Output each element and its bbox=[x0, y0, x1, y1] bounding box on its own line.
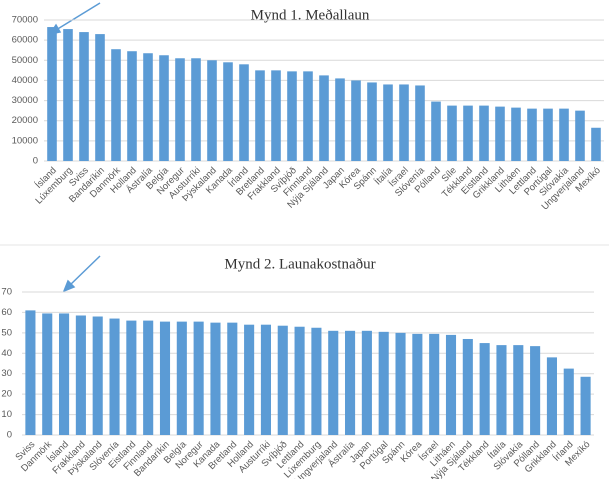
y-tick-label: 60 bbox=[1, 307, 12, 318]
bar bbox=[383, 84, 393, 161]
bar bbox=[176, 321, 187, 435]
arrow bbox=[48, 2, 101, 36]
bar bbox=[255, 70, 265, 161]
arrow bbox=[62, 255, 101, 293]
bar bbox=[580, 376, 591, 435]
bar bbox=[415, 85, 425, 161]
bar bbox=[445, 334, 457, 435]
bar bbox=[361, 330, 372, 435]
bar bbox=[277, 325, 288, 435]
bar bbox=[345, 330, 356, 435]
bar bbox=[479, 343, 490, 435]
bar bbox=[513, 345, 524, 435]
bar bbox=[559, 108, 569, 161]
bar bbox=[412, 333, 423, 435]
y-tick-label: 50000 bbox=[12, 55, 38, 66]
bar bbox=[210, 322, 221, 435]
bar bbox=[92, 316, 103, 435]
y-tick-label: 10000 bbox=[12, 135, 38, 146]
bar bbox=[159, 321, 171, 435]
y-tick-label: 70 bbox=[1, 287, 12, 298]
bar bbox=[395, 332, 406, 435]
y-tick-label: 10 bbox=[1, 409, 12, 420]
bar bbox=[227, 322, 238, 435]
bar bbox=[462, 338, 473, 435]
bar bbox=[546, 357, 557, 435]
bar bbox=[239, 64, 249, 161]
bar bbox=[294, 326, 305, 435]
bar bbox=[367, 82, 377, 161]
bar bbox=[207, 60, 217, 161]
y-tick-label: 30 bbox=[1, 368, 12, 379]
bar bbox=[127, 51, 137, 161]
bar bbox=[79, 32, 89, 162]
bar bbox=[109, 318, 120, 435]
y-tick-label: 20000 bbox=[12, 115, 38, 126]
bar bbox=[399, 84, 409, 161]
bar bbox=[543, 108, 553, 161]
bar bbox=[193, 321, 204, 435]
bar bbox=[496, 345, 507, 435]
bar bbox=[223, 62, 233, 161]
y-tick-label: 0 bbox=[33, 156, 38, 167]
bar bbox=[111, 49, 121, 162]
bar bbox=[527, 108, 537, 161]
bar bbox=[159, 55, 169, 161]
bar bbox=[260, 324, 271, 435]
bar bbox=[328, 330, 339, 435]
bar bbox=[351, 80, 361, 161]
bar bbox=[271, 70, 281, 161]
chart-title: Mynd 1. Meðallaun bbox=[251, 7, 370, 23]
bar bbox=[175, 58, 185, 162]
bar bbox=[335, 78, 345, 161]
y-tick-label: 50 bbox=[1, 327, 12, 338]
y-tick-label: 30000 bbox=[12, 95, 38, 106]
bar bbox=[143, 320, 154, 435]
bar bbox=[447, 105, 457, 161]
bar bbox=[287, 71, 297, 161]
bar bbox=[25, 310, 36, 435]
bar bbox=[244, 324, 255, 435]
bar bbox=[479, 105, 489, 161]
bar bbox=[591, 127, 601, 161]
bar bbox=[126, 320, 137, 435]
y-tick-label: 70000 bbox=[12, 15, 38, 26]
bar bbox=[563, 368, 574, 435]
bar bbox=[95, 34, 105, 161]
bar bbox=[495, 106, 505, 161]
chart-title: Mynd 2. Launakostnaður bbox=[224, 256, 375, 272]
y-tick-label: 0 bbox=[7, 430, 12, 441]
bar bbox=[75, 315, 86, 435]
bar bbox=[311, 327, 322, 435]
bar bbox=[143, 53, 153, 161]
bar bbox=[463, 105, 473, 161]
bar bbox=[303, 71, 313, 161]
bar bbox=[47, 27, 57, 161]
y-tick-label: 40 bbox=[1, 348, 12, 359]
bar bbox=[429, 333, 440, 435]
y-tick-label: 60000 bbox=[12, 35, 38, 46]
bar bbox=[575, 110, 585, 161]
bar bbox=[191, 58, 201, 162]
bar bbox=[378, 331, 389, 435]
y-tick-label: 40000 bbox=[12, 75, 38, 86]
bar bbox=[431, 101, 441, 161]
y-tick-label: 20 bbox=[1, 389, 12, 400]
bar bbox=[59, 313, 70, 435]
bar bbox=[63, 29, 73, 161]
bar bbox=[511, 107, 521, 161]
bar bbox=[530, 346, 541, 435]
bar bbox=[319, 75, 329, 161]
bar bbox=[42, 313, 53, 435]
